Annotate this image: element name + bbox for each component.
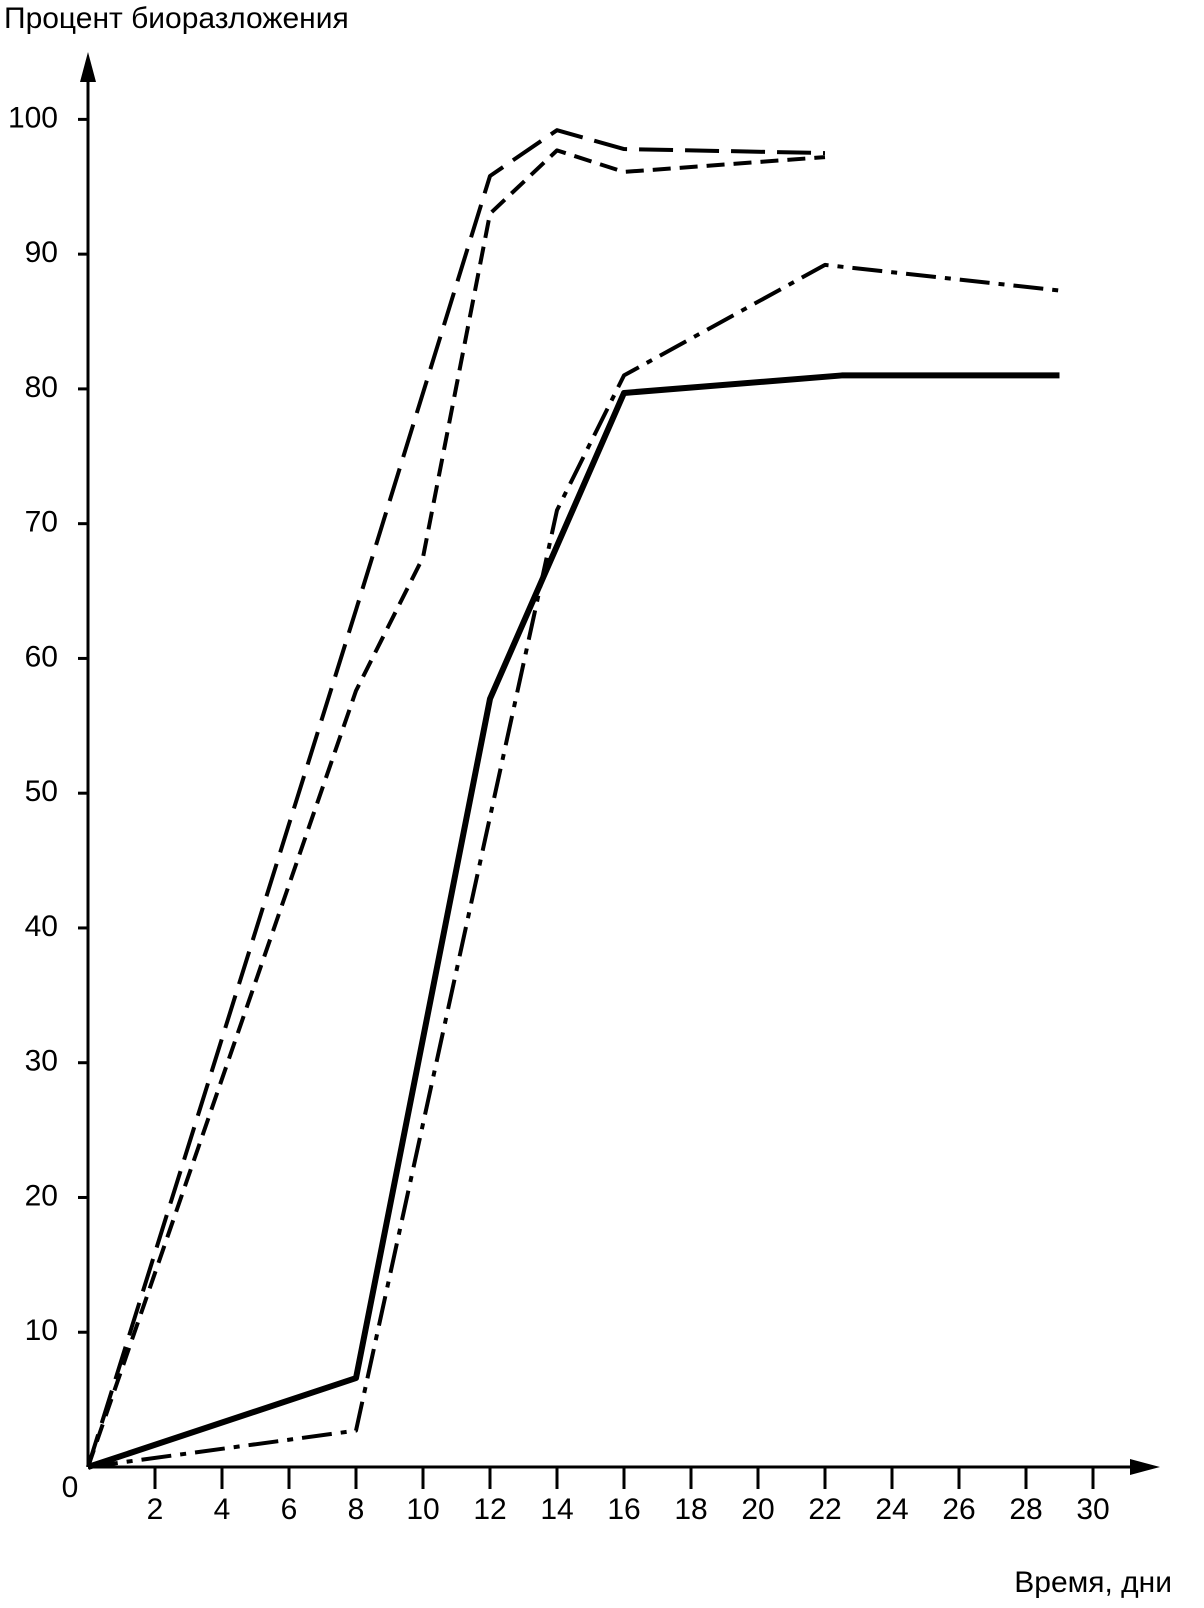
line-series	[86, 128, 826, 1468]
y-tick-label: 50	[25, 775, 58, 808]
line-series	[87, 262, 1060, 1469]
y-tick-label: 80	[25, 371, 58, 404]
x-tick-label: 20	[741, 1493, 774, 1526]
y-axis-label: Процент биоразложения	[4, 2, 349, 35]
y-tick-label: 10	[25, 1314, 58, 1347]
y-tick-label: 60	[25, 640, 58, 673]
x-tick-label: 26	[942, 1493, 975, 1526]
x-tick-label: 6	[281, 1493, 298, 1526]
y-tick-label: 70	[25, 506, 58, 539]
x-tick-label: 2	[147, 1493, 164, 1526]
x-tick-label: 8	[348, 1493, 365, 1526]
x-tick-label: 22	[808, 1493, 841, 1526]
x-tick-label: 16	[607, 1493, 640, 1526]
x-tick-label: 12	[473, 1493, 506, 1526]
x-tick-label: 14	[540, 1493, 573, 1526]
y-tick-label: 100	[8, 101, 58, 134]
x-axis-arrow	[1130, 1459, 1160, 1475]
line-series	[87, 372, 1060, 1470]
x-axis-label: Время, дни	[1014, 1566, 1172, 1599]
y-tick-label: 30	[25, 1045, 58, 1078]
y-tick-label: 40	[25, 910, 58, 943]
x-tick-label: 10	[406, 1493, 439, 1526]
x-tick-label: 28	[1009, 1493, 1042, 1526]
y-tick-label: 0	[62, 1471, 79, 1504]
y-tick-label: 90	[25, 236, 58, 269]
y-axis-arrow	[80, 52, 96, 82]
x-tick-label: 4	[214, 1493, 231, 1526]
x-tick-label: 18	[674, 1493, 707, 1526]
x-tick-label: 24	[875, 1493, 908, 1526]
line-series	[86, 148, 826, 1468]
y-tick-label: 20	[25, 1179, 58, 1212]
x-tick-label: 30	[1076, 1493, 1109, 1526]
